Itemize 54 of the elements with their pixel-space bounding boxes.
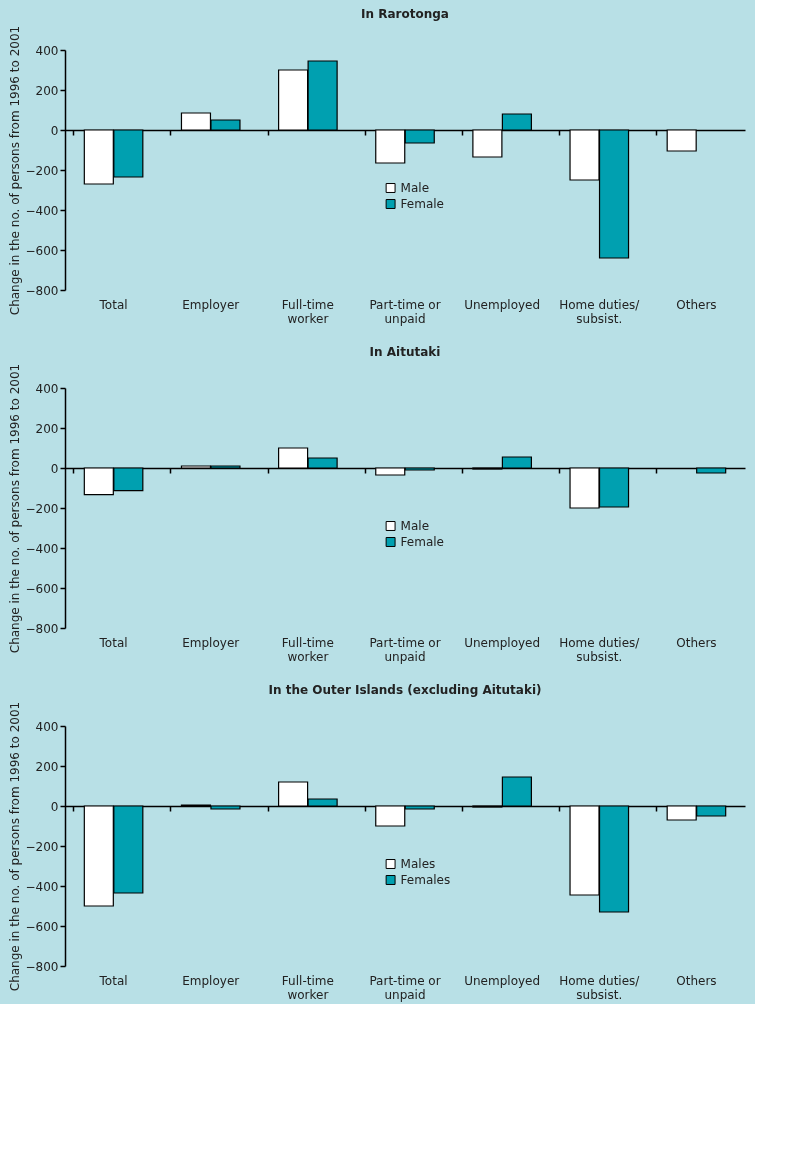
x-tick-label: Full-time worker	[281, 297, 334, 326]
x-tick-label: Home duties/ subsist.	[559, 973, 641, 1002]
x-tick-label: Employer	[182, 635, 240, 650]
legend-label: Male	[400, 181, 430, 195]
legend-label: Female	[400, 197, 444, 211]
x-tick-label: Home duties/ subsist.	[559, 297, 641, 326]
y-tick-label: 400	[35, 43, 59, 58]
y-tick-label: −600	[25, 243, 59, 258]
y-tick-label: 0	[50, 799, 59, 814]
y-axis-title: Change in the no. of persons from 1996 to 2001	[7, 701, 22, 992]
x-tick-label: Employer	[182, 297, 240, 312]
legend-label: Males	[400, 857, 436, 871]
x-tick-label: Unemployed	[464, 635, 541, 650]
x-tick-label: Part-time or unpaid	[369, 973, 441, 1002]
y-tick-label: −400	[25, 541, 59, 556]
y-tick-label: −400	[25, 203, 59, 218]
y-tick-label: −800	[25, 959, 59, 974]
x-tick-label: Part-time or unpaid	[369, 297, 441, 326]
y-tick-label: 400	[35, 381, 59, 396]
y-tick-label: −600	[25, 581, 59, 596]
legend-label: Females	[400, 873, 451, 887]
x-tick-label: Home duties/ subsist.	[559, 635, 641, 664]
y-axis-title: Change in the no. of persons from 1996 to 2001	[7, 363, 22, 654]
x-tick-label: Others	[676, 635, 717, 650]
x-tick-label: Full-time worker	[281, 635, 334, 664]
y-tick-label: −200	[25, 839, 59, 854]
x-tick-label: Unemployed	[464, 297, 541, 312]
legend-label: Male	[400, 519, 430, 533]
x-tick-label: Total	[98, 635, 128, 650]
x-tick-label: Full-time worker	[281, 973, 334, 1002]
x-tick-label: Others	[676, 973, 717, 988]
x-tick-label: Unemployed	[464, 973, 541, 988]
y-tick-label: −400	[25, 879, 59, 894]
legend-label: Female	[400, 535, 444, 549]
chart-title: In the Outer Islands (excluding Aitutaki)	[268, 683, 542, 698]
y-tick-label: −800	[25, 283, 59, 298]
y-tick-label: 200	[35, 83, 59, 98]
y-tick-label: 200	[35, 421, 59, 436]
y-axis-title: Change in the no. of persons from 1996 to 2001	[7, 25, 22, 316]
y-tick-label: 400	[35, 719, 59, 734]
y-tick-label: −200	[25, 501, 59, 516]
y-tick-label: −800	[25, 621, 59, 636]
y-tick-label: 0	[50, 123, 59, 138]
x-tick-label: Employer	[182, 973, 240, 988]
x-tick-label: Total	[98, 297, 128, 312]
y-tick-label: −600	[25, 919, 59, 934]
y-tick-label: 0	[50, 461, 59, 476]
y-tick-label: −200	[25, 163, 59, 178]
x-tick-label: Others	[676, 297, 717, 312]
y-tick-label: 200	[35, 759, 59, 774]
x-tick-label: Total	[98, 973, 128, 988]
chart-title: In Rarotonga	[361, 7, 449, 22]
x-tick-label: Part-time or unpaid	[369, 635, 441, 664]
chart-title: In Aitutaki	[369, 345, 441, 360]
